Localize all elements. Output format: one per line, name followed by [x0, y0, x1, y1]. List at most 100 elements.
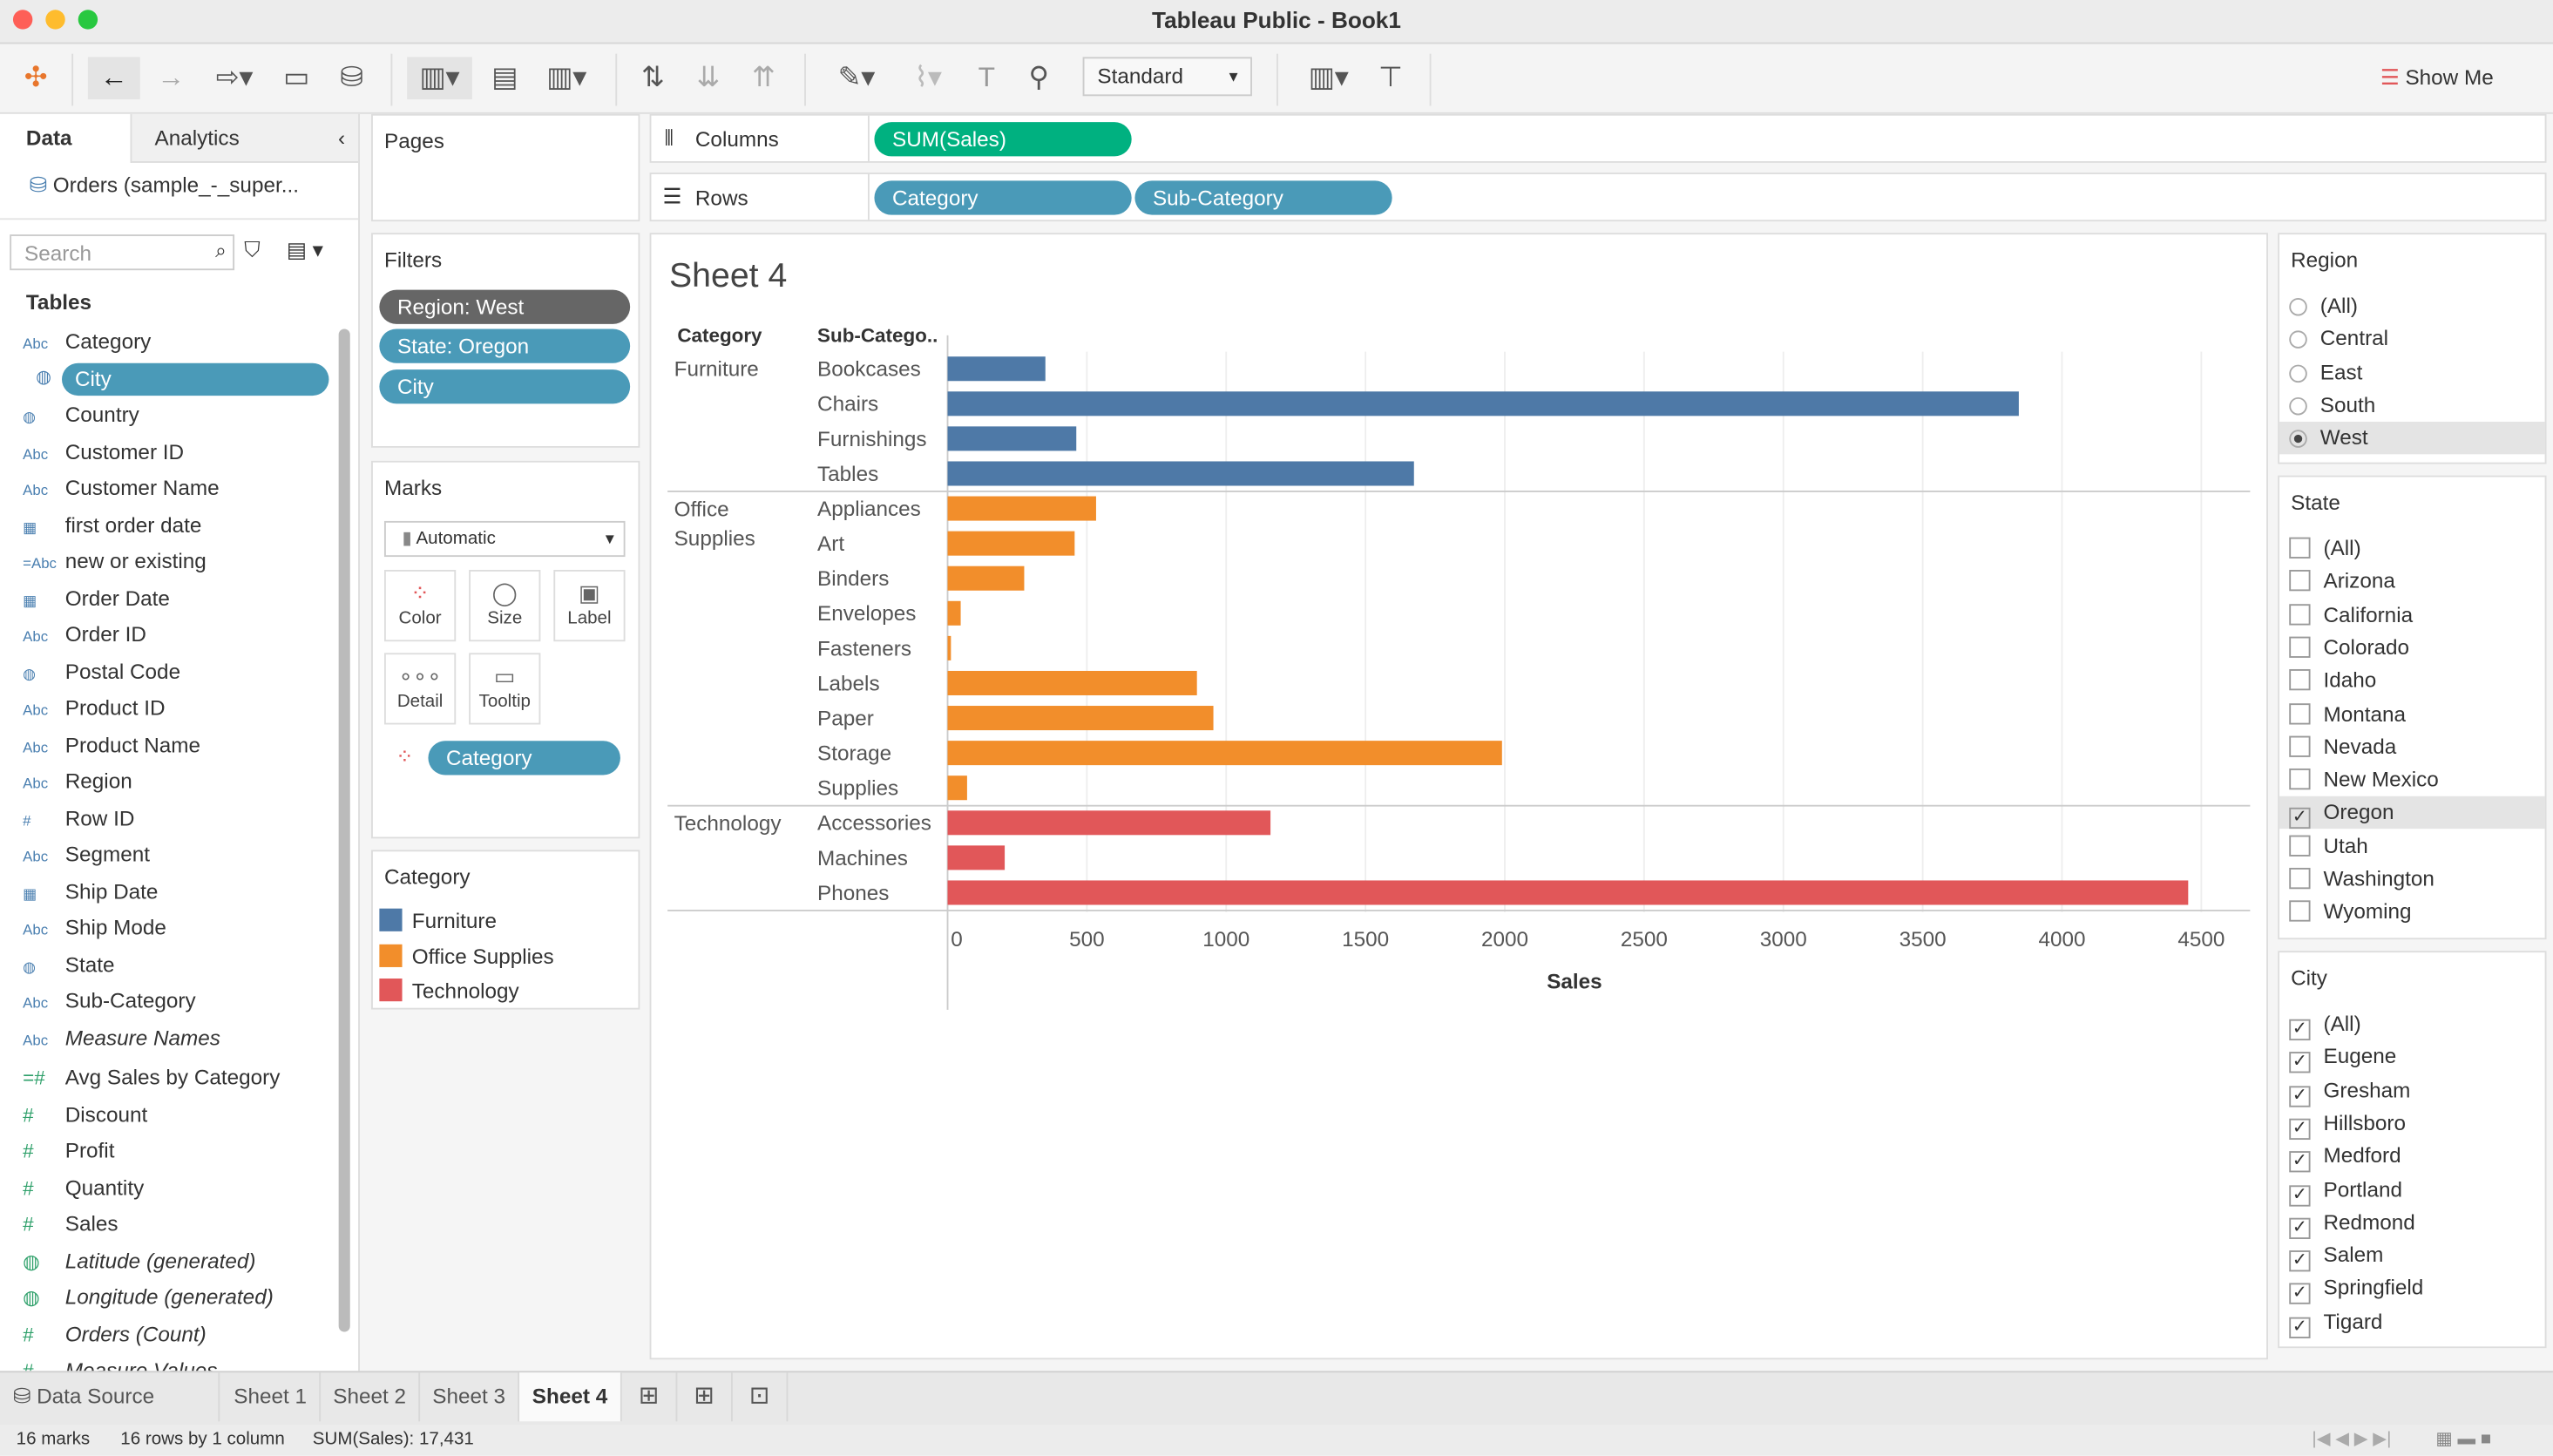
field-ship-date[interactable]: ▦ Ship Date [23, 875, 158, 907]
field-product-name[interactable]: Abc Product Name [23, 728, 200, 761]
swap-icon[interactable]: ⇅ [640, 62, 665, 93]
region-filter-option[interactable]: West [2279, 422, 2545, 455]
field-quantity[interactable]: # Quantity [23, 1171, 144, 1203]
bar-accessories[interactable] [947, 810, 1271, 836]
sub-category-label[interactable]: Labels [817, 672, 880, 695]
field-avg-sales-by-category[interactable]: =# Avg Sales by Category [23, 1061, 280, 1094]
bar-bookcases[interactable] [947, 356, 1046, 382]
bar-tables[interactable] [947, 461, 1414, 486]
filter-pill-city[interactable]: City [379, 369, 631, 404]
tab-data[interactable]: Data [25, 125, 72, 150]
pin-icon[interactable]: ⚲ [1028, 62, 1049, 93]
pages-shelf[interactable]: Pages [371, 113, 640, 222]
field-region[interactable]: Abc Region [23, 765, 132, 797]
sort-ascending-icon[interactable]: ⇊ [696, 62, 721, 93]
sub-category-label[interactable]: Storage [817, 742, 891, 766]
checkbox[interactable] [2289, 702, 2311, 724]
sub-category-label[interactable]: Supplies [817, 777, 898, 801]
detail-button[interactable]: ∘∘∘ Detail [383, 653, 457, 725]
bar-phones[interactable] [947, 880, 2189, 905]
redo-icon[interactable]: → [157, 62, 186, 93]
collapse-icon[interactable]: ‹ [338, 125, 346, 150]
undo-icon[interactable]: ← [87, 57, 140, 99]
checkbox[interactable]: ✓ [2289, 1019, 2311, 1041]
sub-category-label[interactable]: Appliances [817, 498, 921, 521]
legend-item[interactable]: Furniture [379, 907, 497, 937]
category-label[interactable]: Technology [674, 810, 782, 836]
pagination-icons[interactable]: |◀ ◀ ▶ ▶| [2312, 1429, 2392, 1450]
duplicate-sheet-icon[interactable]: ▤ [491, 62, 518, 93]
city-filter-option[interactable]: ✓ Springfield [2289, 1272, 2423, 1305]
new-worksheet-icon[interactable]: ▥▾ [407, 57, 472, 99]
region-filter-option[interactable]: East [2289, 356, 2362, 388]
city-filter-option[interactable]: ✓ Hillsboro [2289, 1107, 2406, 1140]
checkbox[interactable] [2289, 900, 2311, 923]
show-cards-icon[interactable]: ▥▾ [1308, 62, 1349, 93]
sub-category-label[interactable]: Furnishings [817, 428, 927, 451]
sub-category-label[interactable]: Machines [817, 847, 908, 870]
state-filter-option[interactable]: Montana [2289, 698, 2406, 730]
show-me-button[interactable]: ☰ Show Me [2380, 57, 2494, 99]
field-ship-mode[interactable]: Abc Ship Mode [23, 911, 166, 944]
field-list-scrollbar[interactable] [338, 328, 350, 1332]
bar-chairs[interactable] [947, 391, 2019, 416]
clear-sheet-icon[interactable]: ▥▾ [546, 62, 587, 93]
state-filter-option[interactable]: California [2289, 599, 2413, 631]
city-filter-option[interactable]: ✓ Medford [2289, 1140, 2401, 1173]
field-orders-count-[interactable]: # Orders (Count) [23, 1318, 207, 1351]
checkbox[interactable] [2289, 867, 2311, 890]
city-filter-option[interactable]: ✓ Tigard [2289, 1305, 2382, 1338]
checkbox[interactable] [2289, 769, 2311, 790]
replay-icon[interactable]: ⇨▾ [215, 62, 254, 93]
new-story-icon[interactable]: ⊡ [733, 1372, 789, 1422]
field-longitude-generated-[interactable]: ◍ Longitude (generated) [23, 1282, 274, 1314]
checkbox[interactable]: ✓ [2289, 1052, 2311, 1073]
city-filter-option[interactable]: ✓ Salem [2289, 1239, 2383, 1272]
filters-shelf[interactable]: Filters Region: West State: Oregon City [371, 233, 640, 448]
state-filter-option[interactable]: Arizona [2289, 565, 2395, 598]
bar-binders[interactable] [947, 565, 1025, 591]
state-filter-option[interactable]: Nevada [2289, 731, 2396, 763]
region-filter-option[interactable]: South [2289, 389, 2375, 421]
bar-envelopes[interactable] [947, 600, 961, 626]
sheet-title[interactable]: Sheet 4 [668, 257, 788, 295]
region-filter-option[interactable]: (All) [2289, 290, 2358, 322]
state-filter-option[interactable]: New Mexico [2289, 764, 2439, 796]
field-category[interactable]: Abc Category [23, 326, 151, 358]
bar-fasteners[interactable] [947, 635, 951, 660]
rows-pill-sub-category[interactable]: Sub-Category [1134, 180, 1392, 215]
highlight-icon[interactable]: ✎▾ [837, 62, 876, 93]
city-filter-option[interactable]: ✓ Redmond [2289, 1206, 2415, 1239]
rows-pill-category[interactable]: Category [874, 180, 1132, 215]
field-new-or-existing[interactable]: =Abc new or existing [23, 545, 207, 578]
category-label[interactable]: Furniture [674, 356, 759, 382]
sub-category-label[interactable]: Paper [817, 707, 874, 730]
sub-category-label[interactable]: Chairs [817, 393, 878, 416]
tab-data-source[interactable]: ⛁ Data Source [0, 1372, 220, 1422]
checkbox[interactable]: ✓ [2289, 1317, 2311, 1338]
region-filter-option[interactable]: Central [2289, 323, 2388, 356]
datasource-item[interactable]: ⛁ Orders (sample_-_super... [30, 173, 299, 199]
group-icon[interactable]: ⌇▾ [914, 62, 942, 93]
field-city[interactable]: City [62, 362, 329, 396]
field-profit[interactable]: # Profit [23, 1134, 114, 1167]
tooltip-button[interactable]: ▭ Tooltip [469, 653, 541, 725]
color-button[interactable]: ⁘ Color [383, 570, 457, 642]
bar-storage[interactable] [947, 741, 1502, 766]
city-filter-option[interactable]: ✓ Portland [2289, 1173, 2402, 1206]
category-label[interactable]: Office Supplies [674, 496, 755, 551]
mark-type-select[interactable]: ▮ Automatic ▼ [383, 520, 626, 558]
checkbox[interactable] [2289, 669, 2311, 691]
new-dashboard-icon[interactable]: ⊞ [677, 1372, 733, 1422]
tab-analytics[interactable]: Analytics ‹ [130, 113, 359, 163]
checkbox[interactable]: ✓ [2289, 1085, 2311, 1107]
fit-select[interactable]: Standard ▼ [1082, 57, 1252, 97]
city-filter-option[interactable]: ✓ Gresham [2289, 1074, 2410, 1107]
field-postal-code[interactable]: ◍ Postal Code [23, 655, 180, 687]
bar-furnishings[interactable] [947, 426, 1077, 451]
radio-button[interactable] [2289, 330, 2307, 349]
state-filter-option[interactable]: Utah [2289, 830, 2368, 862]
field-state[interactable]: ◍ State [23, 948, 114, 980]
radio-button[interactable] [2289, 297, 2307, 316]
checkbox[interactable]: ✓ [2289, 1151, 2311, 1173]
